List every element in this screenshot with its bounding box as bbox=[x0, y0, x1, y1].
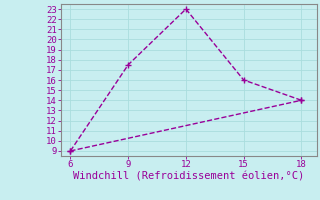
X-axis label: Windchill (Refroidissement éolien,°C): Windchill (Refroidissement éolien,°C) bbox=[73, 172, 304, 182]
